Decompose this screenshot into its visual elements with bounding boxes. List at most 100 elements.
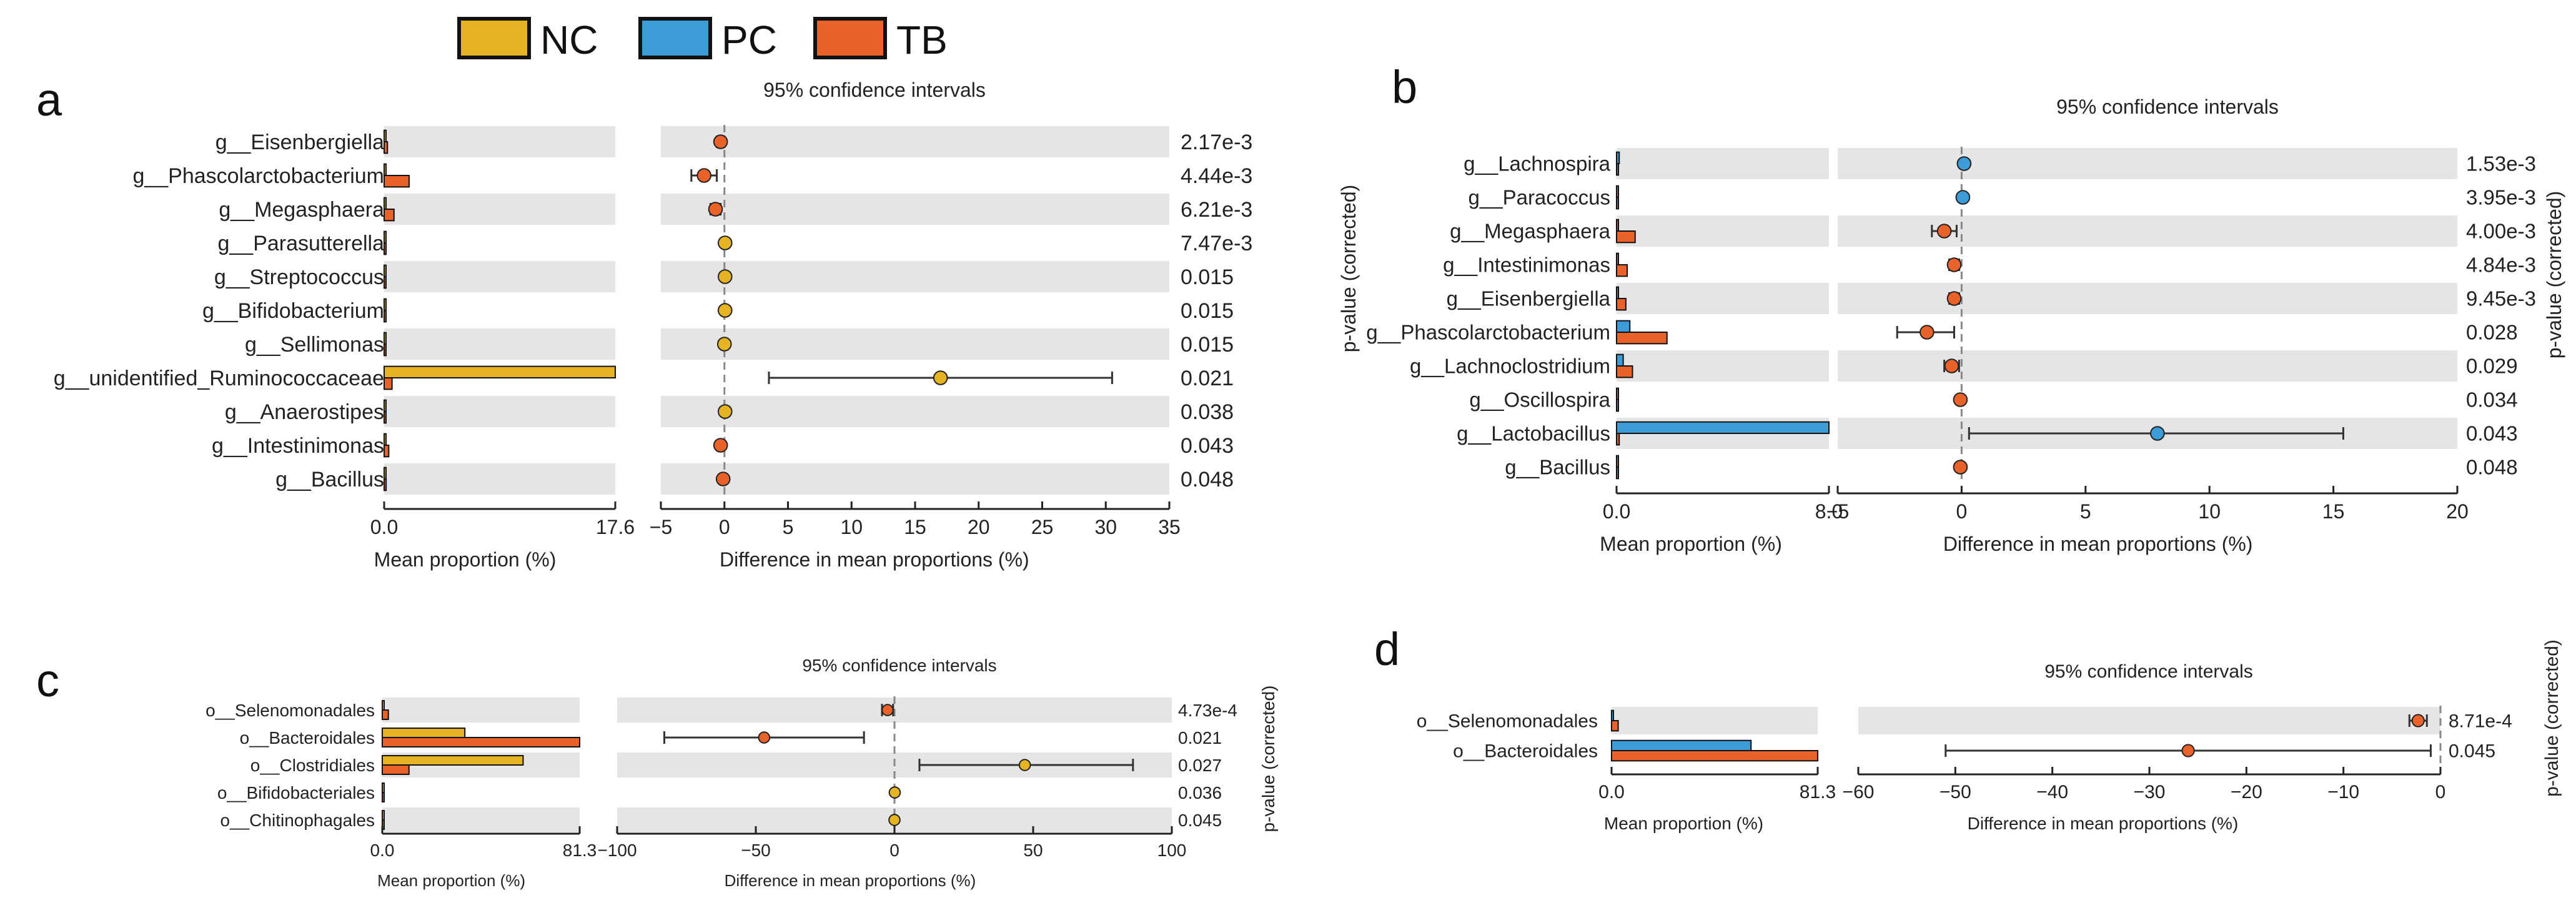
bar-pc (1616, 353, 1624, 367)
mean-tick-label: 8.0 (1815, 500, 1843, 523)
p-value: 0.036 (1178, 783, 1222, 802)
category-label: g__Lachnoclostridium (1410, 355, 1610, 378)
bar-nc (382, 810, 385, 821)
bar-tb (384, 343, 387, 357)
p-value: 0.045 (2449, 741, 2495, 762)
legend-item-pc: PC (638, 17, 777, 62)
bar-pc (1616, 252, 1619, 266)
bar-pc (1616, 151, 1620, 164)
panel-letter: c (36, 654, 59, 706)
bar-nc (384, 129, 387, 142)
bar-nc (384, 298, 387, 312)
diff-point (933, 370, 948, 385)
category-label: g__Phascolarctobacterium (132, 164, 384, 188)
category-label: g__Intestinimonas (1443, 254, 1610, 277)
bar-tb (384, 141, 389, 154)
diff-tick-label: 20 (968, 516, 990, 538)
bar-tb (1616, 399, 1619, 412)
row-band-mean (1617, 283, 1829, 314)
panel-c: c 95% confidence intervals o__Selenomonada… (36, 654, 1278, 890)
p-value: 3.95e-3 (2466, 186, 2536, 209)
bar-tb (384, 276, 387, 289)
ci-title: 95% confidence intervals (763, 79, 986, 101)
bar-pc (1616, 421, 1830, 435)
row-band-diff (1838, 283, 2457, 314)
bar-tb (382, 764, 410, 775)
bar-tb (384, 209, 395, 222)
diff-point (2150, 426, 2165, 441)
diff-point (708, 202, 723, 217)
row-band-mean (384, 194, 615, 225)
row-band-diff (1838, 148, 2457, 179)
bar-tb (1616, 332, 1668, 345)
bar-nc (382, 782, 385, 794)
bar-nc (384, 332, 387, 345)
diff-tick-label: 50 (1023, 841, 1043, 860)
row-band-diff (661, 261, 1169, 292)
row-band-mean (384, 396, 615, 427)
bar-nc (384, 163, 387, 177)
legend-label-pc: PC (721, 17, 777, 62)
bar-tb (1611, 750, 1818, 762)
pvalue-axis-label: p-value (corrected) (1337, 185, 1360, 353)
legend-swatch-pc (638, 17, 712, 59)
p-value: 4.73e-4 (1178, 701, 1237, 720)
bar-tb (384, 445, 390, 458)
category-label: o__Bacteroidales (240, 728, 375, 748)
p-value: 0.015 (1181, 333, 1234, 357)
bar-tb (384, 411, 387, 424)
p-value: 4.84e-3 (2466, 254, 2536, 277)
legend-label-nc: NC (540, 17, 598, 62)
legend-swatch-tb (813, 17, 887, 59)
diff-tick-label: −30 (2134, 782, 2166, 802)
category-label: o__Chitinophagales (220, 811, 375, 830)
category-label: g__Bacillus (1505, 456, 1610, 479)
diff-point (1956, 156, 1972, 171)
legend-item-nc: NC (457, 17, 598, 62)
ci-title: 95% confidence intervals (2056, 96, 2279, 118)
category-label: g__Eisenbergiella (1447, 287, 1611, 310)
p-value: 0.043 (2466, 422, 2518, 445)
category-label: o__Bacteroidales (1453, 741, 1598, 762)
mean-tick-label: 17.6 (596, 516, 635, 538)
panel-a: a 95% confidence intervals g__Eisenbergiel… (36, 74, 1360, 571)
diff-tick-label: −10 (2327, 782, 2359, 802)
bar-pc (1611, 739, 1752, 752)
diff-point (717, 235, 733, 250)
bar-pc (1616, 320, 1631, 333)
diff-tick-label: 35 (1158, 516, 1181, 538)
p-value: 0.021 (1181, 367, 1234, 390)
bar-tb (1616, 466, 1619, 480)
bar-tb (1616, 230, 1636, 244)
row-band-mean (1617, 350, 1829, 382)
row-band-diff (661, 194, 1169, 225)
bar-nc (382, 755, 524, 766)
row-band-mean (384, 463, 615, 495)
diff-point (1946, 257, 1962, 272)
p-value: 4.44e-3 (1181, 164, 1252, 188)
category-label: g__Lactobacillus (1457, 422, 1610, 445)
diff-tick-label: 5 (783, 516, 794, 538)
category-label: g__Megasphaera (219, 198, 384, 222)
category-label: g__Parasutterella (217, 232, 384, 255)
bar-pc (1616, 387, 1619, 401)
diff-tick-label: −100 (597, 841, 637, 860)
row-band-mean (1617, 148, 1829, 179)
diff-point (758, 731, 771, 744)
row-band-mean (382, 807, 580, 832)
category-label: g__Streptococcus (214, 265, 384, 289)
p-value: 4.00e-3 (2466, 220, 2536, 243)
diff-tick-label: 0 (889, 841, 899, 860)
diff-tick-label: −40 (2036, 782, 2068, 802)
row-band-diff (661, 463, 1169, 495)
category-label: o__Bifidobacteriales (217, 783, 375, 802)
diff-point (1946, 291, 1962, 306)
diff-tick-label: 10 (840, 516, 863, 538)
diff-point (1955, 190, 1971, 205)
bar-tb (384, 377, 393, 390)
diff-tick-label: 0 (2435, 782, 2446, 802)
p-value: 0.015 (1181, 299, 1234, 323)
row-band-mean (384, 328, 615, 360)
diff-tick-label: 15 (904, 516, 926, 538)
diff-tick-label: 10 (2198, 500, 2221, 523)
